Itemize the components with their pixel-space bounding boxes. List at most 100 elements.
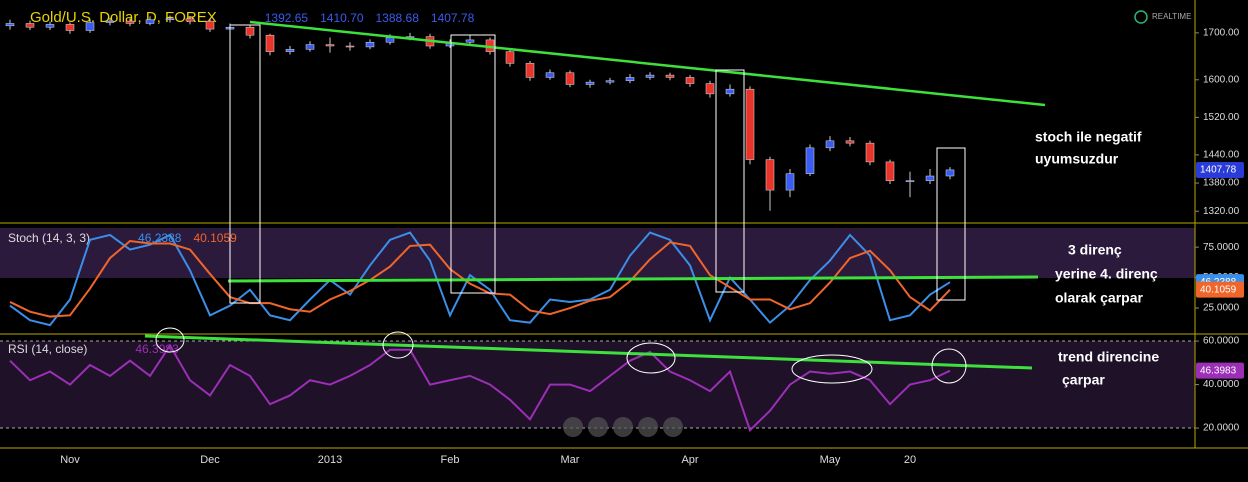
- header-value: 40.1059: [193, 231, 237, 245]
- x-tick-label: May: [820, 454, 841, 466]
- candle-body: [325, 44, 335, 47]
- last-value-label: 46.3983: [1200, 365, 1237, 376]
- ohlc-value: 1407.78: [431, 11, 475, 25]
- y-tick-label: 1380.00: [1203, 178, 1240, 189]
- candle-body: [525, 63, 535, 78]
- candle-body: [785, 173, 795, 191]
- data-layer: 1700.00 1600.00 1520.00 1440.00 1380.00 1320.…: [5, 9, 1244, 466]
- candle-body: [25, 23, 35, 28]
- series-line: [9, 343, 951, 433]
- candle-body: [245, 26, 255, 36]
- y-tick-label: 75.0000: [1203, 242, 1240, 253]
- candle-body: [265, 34, 275, 52]
- trendline: [227, 275, 1039, 283]
- highlight-circle: [931, 348, 967, 384]
- candle-body: [145, 19, 155, 24]
- highlight-box: [229, 24, 261, 304]
- candle-body: [305, 44, 315, 50]
- candle-body: [165, 18, 175, 21]
- last-value-badge: [1196, 281, 1244, 298]
- playback-buttons: [563, 417, 683, 437]
- candle-body: [5, 23, 15, 27]
- button[interactable]: [613, 417, 633, 437]
- y-tick-label: 1700.00: [1203, 27, 1240, 38]
- candle-body: [585, 81, 595, 85]
- annotation: yerine 4. direnç: [1055, 266, 1158, 282]
- button[interactable]: [563, 417, 583, 437]
- y-tick-label: 40.0000: [1203, 379, 1240, 390]
- trendline: [144, 334, 1033, 370]
- candle-body: [805, 147, 815, 174]
- button[interactable]: [663, 417, 683, 437]
- annotation: stoch ile negatif: [1035, 129, 1142, 145]
- button[interactable]: [638, 417, 658, 437]
- ohlc-value: 1388.68: [376, 11, 420, 25]
- candle-body: [365, 41, 375, 48]
- candle-body: [885, 161, 895, 181]
- candle-body: [905, 180, 915, 182]
- candle-body: [925, 175, 935, 181]
- ohlc-value: 1392.65: [265, 11, 309, 25]
- y-tick-label: 1440.00: [1203, 150, 1240, 161]
- candle-body: [385, 37, 395, 43]
- annotation: çarpar: [1062, 372, 1105, 388]
- highlight-box: [715, 69, 745, 293]
- annotation: 3 direnç: [1068, 242, 1122, 258]
- x-tick-label: Mar: [561, 454, 580, 466]
- trendline: [249, 20, 1046, 107]
- candle-body: [505, 51, 515, 64]
- pane-title: RSI (14, close): [8, 342, 87, 356]
- button[interactable]: [588, 417, 608, 437]
- realtime-icon: [1134, 10, 1148, 24]
- candle-body: [85, 22, 95, 31]
- y-tick-label: 1520.00: [1203, 112, 1240, 123]
- candle-body: [285, 49, 295, 52]
- candle-body: [185, 18, 195, 22]
- series-line: [9, 240, 951, 318]
- x-tick-label: Feb: [441, 454, 460, 466]
- y-tick-label: 25.0000: [1203, 303, 1240, 314]
- candle-body: [65, 24, 75, 31]
- candle-body: [565, 72, 575, 85]
- drawings: [144, 20, 1046, 384]
- y-tick-label: 20.0000: [1203, 423, 1240, 434]
- candle-body: [125, 20, 135, 24]
- candle-body: [745, 88, 755, 160]
- realtime-label: REALTIME: [1152, 12, 1191, 21]
- last-value-label: 1407.78: [1200, 165, 1237, 176]
- header-value: 46.2388: [138, 231, 182, 245]
- y-tick-label: 60.0000: [1203, 336, 1240, 347]
- candle-body: [605, 80, 615, 83]
- candle-body: [685, 77, 695, 84]
- header-value: 46.3983: [135, 342, 179, 356]
- candle-body: [465, 39, 475, 43]
- highlight-box: [936, 147, 966, 301]
- candle-body: [725, 88, 735, 95]
- x-tick-label: 20: [904, 454, 916, 466]
- last-value-badge: [1196, 362, 1244, 379]
- y-tick-label: 1320.00: [1203, 206, 1240, 217]
- highlight-circle: [382, 331, 414, 359]
- annotation: olarak çarpar: [1055, 290, 1143, 306]
- candle-body: [865, 142, 875, 163]
- candle-body: [105, 20, 115, 23]
- stoch-band: [0, 228, 1195, 278]
- highlight-circle: [626, 342, 676, 374]
- candle-body: [945, 169, 955, 177]
- candle-body: [765, 159, 775, 191]
- x-tick-label: Dec: [200, 454, 220, 466]
- candle-body: [845, 140, 855, 144]
- ohlc-value: 1410.70: [320, 11, 364, 25]
- highlight-circle: [791, 354, 873, 384]
- x-tick-label: Nov: [60, 454, 80, 466]
- candle-body: [705, 83, 715, 95]
- last-value-label: 40.1059: [1200, 284, 1237, 295]
- y-tick-label: 1600.00: [1203, 74, 1240, 85]
- candle-body: [345, 45, 355, 48]
- pane-title: Gold/U.S. Dollar, D, FOREX: [30, 9, 217, 26]
- last-value-badge: [1196, 162, 1244, 179]
- highlight-box: [450, 34, 496, 294]
- x-tick-label: Apr: [681, 454, 698, 466]
